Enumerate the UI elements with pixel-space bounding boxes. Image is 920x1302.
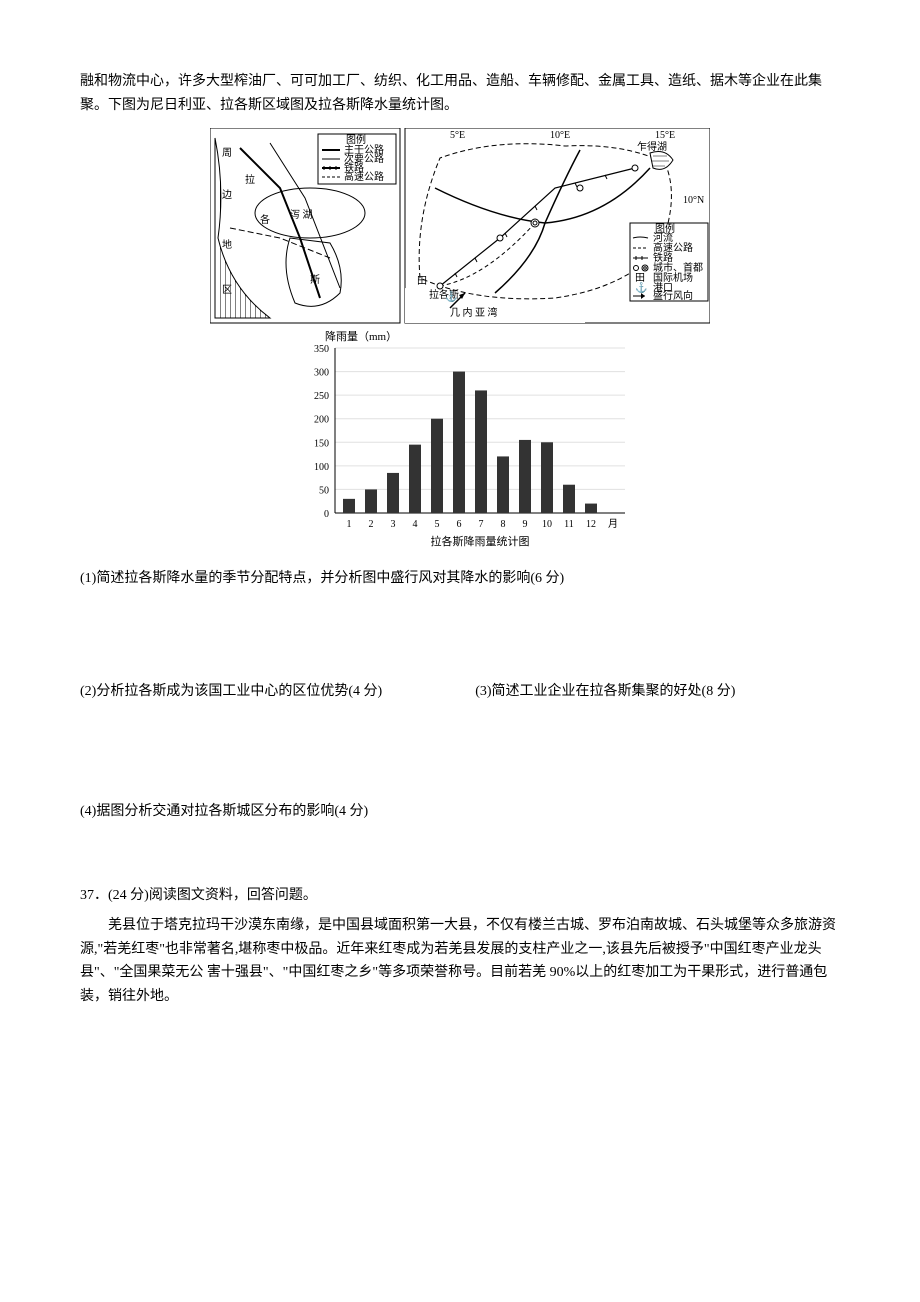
- svg-text:50: 50: [319, 485, 329, 496]
- gulf-label: 几 内 亚 湾: [450, 306, 498, 319]
- svg-text:11: 11: [564, 519, 574, 530]
- svg-text:1: 1: [347, 519, 352, 530]
- question-3: (3)简述工业企业在拉各斯集聚的好处(8 分): [475, 680, 840, 704]
- figure-container: 泻 湖 周 边 地 区 拉 各 斯 图例 主干公路 次要公路 铁路: [80, 128, 840, 553]
- side-label: 边: [222, 189, 232, 201]
- svg-text:150: 150: [314, 438, 329, 449]
- lon-tick: 5°E: [450, 130, 465, 141]
- city-char: 拉: [245, 173, 255, 186]
- question-37-head: 37．(24 分)阅读图文资料，回答问题。: [80, 884, 840, 908]
- rainfall-bar-chart: 降雨量（mm）050100150200250300350123456789101…: [280, 328, 640, 553]
- svg-text:2: 2: [369, 519, 374, 530]
- svg-text:6: 6: [457, 519, 462, 530]
- city-char: 斯: [310, 273, 320, 286]
- svg-text:300: 300: [314, 367, 329, 378]
- legend-left-item: 高速公路: [344, 170, 384, 183]
- lake-label: 乍得湖: [637, 140, 667, 153]
- nigeria-lagos-map: 泻 湖 周 边 地 区 拉 各 斯 图例 主干公路 次要公路 铁路: [210, 128, 710, 328]
- intro-paragraph: 融和物流中心，许多大型榨油厂、可可加工厂、纺织、化工用品、造船、车辆修配、金属工…: [80, 70, 840, 118]
- svg-text:4: 4: [413, 519, 418, 530]
- port-icon: ⚓: [445, 290, 457, 303]
- question-4: (4)据图分析交通对拉各斯城区分布的影响(4 分): [80, 800, 840, 824]
- svg-text:拉各斯降雨量统计图: 拉各斯降雨量统计图: [431, 534, 530, 548]
- svg-text:8: 8: [501, 519, 506, 530]
- question-37-body: 羌县位于塔克拉玛干沙漠东南缘，是中国县域面积第一大县，不仅有楼兰古城、罗布泊南故…: [80, 914, 840, 1009]
- svg-text:12: 12: [586, 519, 596, 530]
- svg-text:月: 月: [608, 518, 618, 530]
- city-char: 各: [260, 213, 270, 226]
- svg-text:250: 250: [314, 391, 329, 402]
- svg-text:100: 100: [314, 461, 329, 472]
- svg-text:5: 5: [435, 519, 440, 530]
- svg-text:降雨量（mm）: 降雨量（mm）: [325, 329, 397, 343]
- lat-tick: 10°N: [683, 195, 704, 206]
- question-1: (1)简述拉各斯降水量的季节分配特点，并分析图中盛行风对其降水的影响(6 分): [80, 567, 840, 591]
- lon-tick: 10°E: [550, 130, 570, 141]
- airport-icon: 田: [417, 276, 427, 287]
- svg-text:350: 350: [314, 344, 329, 355]
- svg-text:7: 7: [479, 519, 484, 530]
- side-label: 周: [222, 147, 232, 159]
- side-label: 地: [222, 238, 232, 251]
- svg-text:10: 10: [542, 519, 552, 530]
- question-2: (2)分析拉各斯成为该国工业中心的区位优势(4 分): [80, 680, 445, 704]
- side-label: 区: [222, 284, 232, 296]
- legend-right-icon: ⚓: [635, 281, 647, 294]
- svg-text:200: 200: [314, 414, 329, 425]
- svg-text:3: 3: [391, 519, 396, 530]
- lon-tick: 15°E: [655, 130, 675, 141]
- svg-text:0: 0: [324, 509, 329, 520]
- svg-text:9: 9: [523, 519, 528, 530]
- legend-right-item: 盛行风向: [653, 289, 693, 302]
